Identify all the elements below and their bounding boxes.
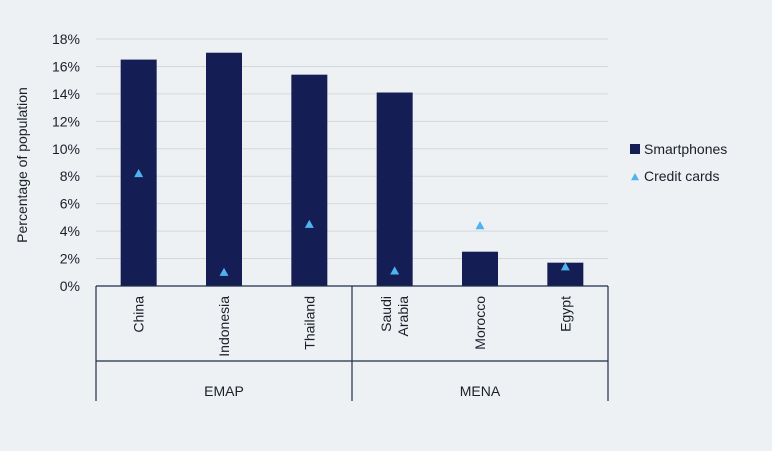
axes: [95, 285, 609, 401]
y-tick-label: 14%: [52, 86, 80, 102]
group-label-emap: EMAP: [204, 383, 244, 399]
bar-saudi-arabia: [376, 92, 413, 287]
legend-swatch-smartphones: [630, 144, 640, 154]
bar-egypt: [547, 262, 584, 286]
marker-saudi-arabia: [390, 266, 400, 275]
x-tick-label: Egypt: [557, 296, 573, 332]
x-tick-label: China: [131, 296, 147, 333]
gridlines: [96, 38, 608, 260]
marker-china: [134, 168, 144, 178]
y-tick-label: 0%: [60, 278, 80, 294]
x-tick-label: Arabia: [395, 296, 411, 337]
group-labels: EMAP MENA: [204, 383, 501, 399]
marker-thailand: [304, 219, 314, 228]
bar-thailand: [291, 74, 328, 286]
group-label-mena: MENA: [460, 383, 501, 399]
x-tick-label: Saudi: [378, 296, 394, 332]
legend: Smartphones Credit cards: [630, 141, 727, 184]
marker-indonesia: [219, 267, 229, 276]
x-tick-label: Morocco: [472, 296, 488, 350]
x-tick-labels: China Indonesia Thailand Saudi Arabia Morocco…: [131, 296, 574, 357]
marker-egypt: [560, 262, 570, 271]
bar-indonesia: [206, 52, 242, 286]
y-tick-label: 4%: [60, 223, 80, 239]
y-tick-label: 10%: [52, 141, 80, 157]
y-tick-label: 16%: [52, 58, 80, 74]
x-tick-label: Thailand: [301, 296, 317, 350]
marker-morocco: [475, 221, 485, 230]
y-tick-label: 12%: [52, 113, 80, 129]
legend-swatch-credit-cards: [631, 173, 639, 181]
y-tick-label: 18%: [52, 31, 80, 47]
legend-label-smartphones: Smartphones: [644, 141, 727, 157]
y-axis-label: Percentage of population: [14, 87, 30, 243]
y-tick-label: 8%: [60, 168, 80, 184]
y-tick-label: 2%: [60, 251, 80, 267]
markers: [134, 168, 570, 276]
legend-label-credit-cards: Credit cards: [644, 168, 719, 184]
y-tick-label: 6%: [60, 196, 80, 212]
x-tick-label: Indonesia: [216, 296, 232, 357]
bars: [120, 52, 584, 287]
bar-morocco: [462, 251, 498, 286]
y-tick-labels: 0% 2% 4% 6% 8% 10% 12% 14% 16% 18%: [52, 31, 80, 294]
